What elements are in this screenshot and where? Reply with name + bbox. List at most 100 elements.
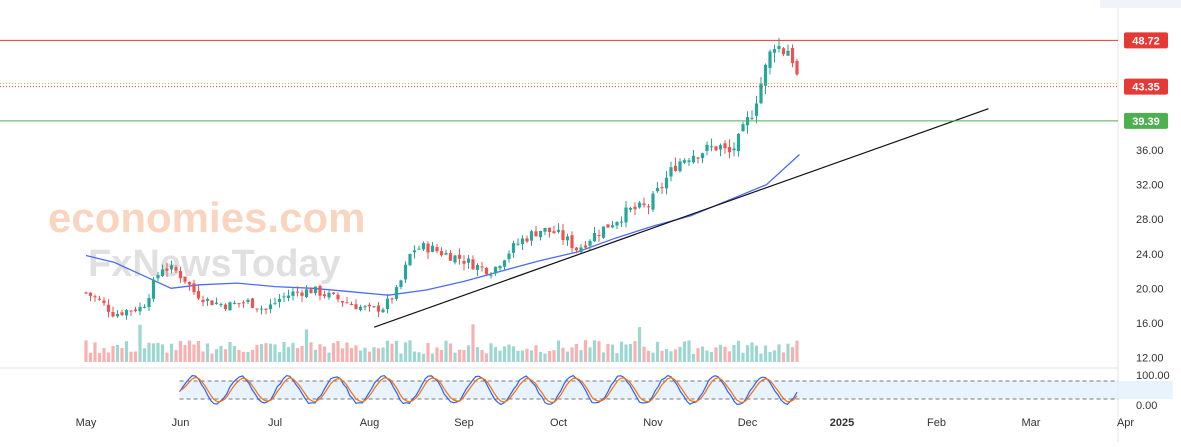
candle-body [700,153,705,159]
candle-body [475,265,480,270]
volume-bar [525,348,529,362]
volume-bar [340,348,345,362]
volume-bar [759,353,763,362]
volume-bar [313,349,318,362]
volume-bar [327,352,331,362]
candle-body [592,232,597,242]
candle-body [705,144,709,151]
volume-bar [205,343,210,362]
price-tick-label: 16.00 [1136,318,1164,330]
volume-bar [669,351,673,362]
volume-bar [273,344,277,362]
candle-body [574,247,579,251]
candle-body [151,279,156,299]
candle-body [394,287,399,299]
candle-body [228,302,232,311]
volume-bar [736,340,741,362]
volume-bar [232,346,237,362]
candle-body [498,266,502,269]
candle-body [601,226,606,238]
watermark-line1: economies.com [48,194,365,241]
candle-body [354,304,358,310]
watermark: economies.com FxNewsToday [48,194,365,285]
candle-body [552,231,556,234]
candle-body [633,206,637,210]
volume-bar [646,350,651,362]
candle-body [502,260,507,267]
level-label: 43.35 [1132,82,1160,94]
volume-bar [286,346,291,362]
candle-body [619,221,624,223]
candle-body [687,160,691,162]
volume-bar [295,348,300,362]
volume-bar [624,344,628,362]
volume-bar [430,353,435,362]
candle-body [624,207,628,223]
volume-bar [201,351,205,362]
volume-bar [763,345,768,362]
level-label-box [1124,32,1168,49]
volume-bar [421,353,426,362]
volume-bar [696,348,700,362]
volume-bar [147,342,151,362]
watermark-line2: FxNewsToday [88,243,341,285]
volume-bar [466,345,471,362]
candle-body [147,298,151,308]
volume-bar [628,343,633,362]
candle-body [565,236,570,241]
candle-body [412,250,417,253]
volume-bar [709,351,714,362]
candle-body [435,247,439,252]
candle-body [120,312,124,315]
volume-bar [543,353,547,362]
volume-bar [579,350,583,362]
candle-body [736,133,741,152]
price-tick-label: 12.00 [1136,352,1164,364]
volume-bar [444,340,448,362]
price-tick-label: 28.00 [1136,214,1164,226]
volume-bar [768,352,772,362]
candle-body [448,253,453,261]
trendline[interactable] [374,108,989,328]
time-axis-label: Nov [643,417,663,429]
volume-bar [354,345,358,362]
volume-bar [255,345,259,362]
volume-bar [615,353,619,362]
volume-bar [583,340,588,362]
candle-body [336,294,340,300]
volume-bar [795,340,799,362]
candle-body [138,306,142,312]
candle-body [358,306,363,311]
candle-body [403,264,408,280]
candle-body [750,117,754,119]
volume-bar [633,341,637,362]
volume-bar [408,340,412,362]
volume-bar [88,352,93,362]
price-tick-label: 24.00 [1136,249,1164,261]
candle-body [174,267,178,271]
candle-body [160,269,165,277]
stoch-tick-label: 100.00 [1136,370,1170,382]
candle-body [610,225,615,228]
candle-body [187,282,192,285]
volume-bar [732,344,736,362]
candle-body [529,231,534,241]
candle-body [489,275,493,277]
stoch-k-line [179,374,798,406]
volume-bar [534,345,538,362]
volume-bar [507,344,511,362]
time-axis-label: Dec [738,417,758,429]
candle-body [381,309,385,313]
volume-bar [381,347,385,362]
volume-bar [84,340,88,362]
price-tick-label: 36.00 [1136,145,1164,157]
candle-body [192,283,196,293]
candle-body [205,298,210,301]
candle-body [637,202,642,208]
candle-body [754,103,759,116]
volume-bar [682,341,687,362]
volume-bar [790,347,795,362]
candle-body [133,309,138,312]
candle-body [102,300,106,304]
